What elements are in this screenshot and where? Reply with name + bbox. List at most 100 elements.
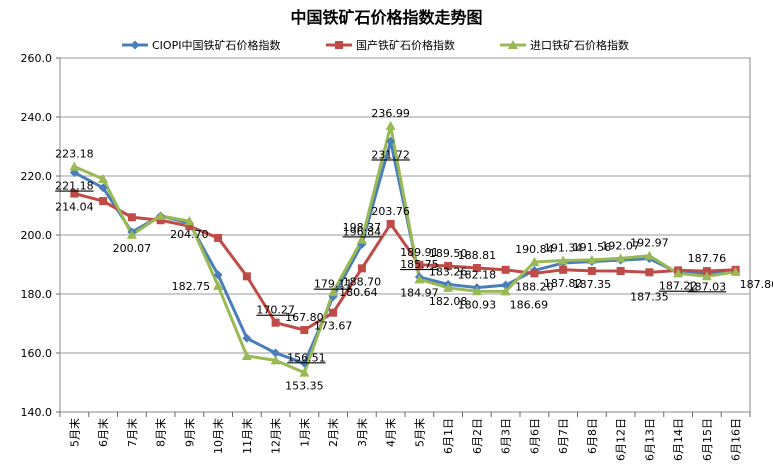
data-label: 203.76 bbox=[371, 205, 410, 218]
data-label: 187.35 bbox=[630, 290, 669, 303]
point-marker bbox=[70, 189, 79, 198]
point-marker bbox=[328, 287, 339, 297]
point-marker bbox=[300, 325, 309, 334]
data-label: 183.26 bbox=[429, 265, 468, 278]
x-tick-label: 12月末 bbox=[269, 418, 283, 454]
x-tick-label: 5月末 bbox=[67, 418, 81, 447]
point-marker bbox=[98, 173, 109, 183]
x-tick-label: 6月14日 bbox=[672, 418, 685, 461]
point-marker bbox=[443, 282, 454, 292]
point-marker bbox=[701, 271, 712, 281]
point-marker bbox=[586, 254, 597, 264]
legend-label: CIOPI中国铁矿石价格指数 bbox=[152, 38, 280, 52]
point-marker bbox=[299, 358, 309, 368]
legend-label: 进口铁矿石价格指数 bbox=[530, 38, 629, 52]
point-marker bbox=[184, 216, 195, 226]
x-tick-label: 6月3日 bbox=[500, 418, 513, 454]
data-label: 192.97 bbox=[630, 237, 669, 250]
x-tick-label: 6月末 bbox=[96, 418, 110, 447]
point-marker bbox=[357, 264, 366, 273]
data-label: 153.35 bbox=[285, 380, 324, 393]
x-tick-label: 9月末 bbox=[182, 418, 196, 447]
data-label: 167.80 bbox=[285, 311, 324, 324]
x-tick-label: 6月7日 bbox=[557, 418, 570, 454]
point-marker bbox=[616, 266, 625, 275]
series-line bbox=[73, 124, 736, 375]
point-marker bbox=[472, 264, 481, 273]
y-tick-label: 200.0 bbox=[21, 229, 53, 242]
data-label: 182.08 bbox=[429, 295, 468, 308]
point-marker bbox=[156, 216, 165, 225]
point-marker bbox=[501, 280, 511, 290]
data-label: 187.03 bbox=[688, 280, 727, 293]
point-marker bbox=[270, 355, 281, 365]
data-label: 185.75 bbox=[400, 258, 439, 271]
point-marker bbox=[559, 265, 568, 274]
point-marker bbox=[155, 210, 166, 220]
point-marker bbox=[730, 266, 741, 276]
point-marker bbox=[500, 286, 511, 296]
data-label: 191.56 bbox=[573, 241, 612, 254]
point-marker bbox=[444, 261, 453, 270]
point-marker bbox=[213, 280, 224, 290]
data-label: 231.72 bbox=[371, 148, 410, 161]
point-marker bbox=[126, 229, 137, 239]
series-line bbox=[73, 192, 736, 332]
x-tick-label: 6月2日 bbox=[471, 418, 484, 454]
data-label: 187.86 bbox=[740, 278, 773, 291]
point-marker bbox=[99, 197, 108, 206]
y-tick-label: 180.0 bbox=[21, 288, 53, 301]
x-tick-label: 2月末 bbox=[326, 418, 340, 447]
x-tick-label: 10月末 bbox=[211, 418, 225, 454]
data-label: 170.27 bbox=[256, 304, 295, 317]
data-label: 196.84 bbox=[343, 225, 382, 238]
data-label: 187.76 bbox=[688, 252, 727, 265]
data-label: 188.70 bbox=[343, 275, 382, 288]
x-tick-label: 11月末 bbox=[240, 418, 254, 454]
point-marker bbox=[702, 267, 711, 276]
data-label: 190.84 bbox=[515, 243, 554, 256]
x-tick-label: 6月13日 bbox=[643, 418, 656, 461]
data-label: 182.75 bbox=[172, 280, 211, 293]
data-label: 223.18 bbox=[55, 148, 94, 161]
x-tick-label: 7月末 bbox=[125, 418, 139, 447]
y-tick-label: 240.0 bbox=[21, 111, 53, 124]
data-label: 187.82 bbox=[544, 277, 583, 290]
point-marker bbox=[615, 253, 626, 263]
y-tick-label: 160.0 bbox=[21, 347, 53, 360]
point-marker bbox=[213, 270, 223, 280]
point-marker bbox=[386, 136, 396, 146]
x-tick-label: 6月1日 bbox=[442, 418, 455, 454]
point-marker bbox=[415, 260, 424, 269]
point-marker bbox=[242, 272, 251, 281]
legend-label: 国产铁矿石价格指数 bbox=[356, 38, 455, 52]
x-tick-label: 5月末 bbox=[412, 418, 426, 447]
data-label: 192.07 bbox=[601, 239, 640, 252]
x-tick-label: 6月15日 bbox=[701, 418, 714, 461]
x-tick-label: 6月16日 bbox=[730, 418, 743, 461]
data-label: 204.70 bbox=[170, 228, 209, 241]
point-marker bbox=[271, 348, 281, 358]
x-tick-label: 6月6日 bbox=[528, 418, 541, 454]
data-label: 200.07 bbox=[113, 242, 152, 255]
x-tick-label: 8月末 bbox=[154, 418, 168, 447]
point-marker bbox=[414, 274, 425, 284]
data-label: 198.37 bbox=[343, 221, 382, 234]
data-label: 179.11 bbox=[314, 278, 353, 291]
data-label: 189.91 bbox=[400, 246, 439, 259]
data-label: 188.20 bbox=[515, 280, 554, 293]
point-marker bbox=[385, 120, 396, 130]
data-label: 221.18 bbox=[55, 180, 94, 193]
point-marker bbox=[299, 367, 310, 377]
point-marker bbox=[214, 233, 223, 242]
y-tick-label: 140.0 bbox=[21, 406, 53, 419]
point-marker bbox=[69, 161, 80, 171]
data-label: 188.81 bbox=[458, 249, 497, 262]
point-marker bbox=[127, 213, 136, 222]
point-marker bbox=[530, 269, 539, 278]
x-tick-label: 4月末 bbox=[384, 418, 398, 447]
data-label: 214.04 bbox=[55, 201, 94, 214]
data-label: 191.34 bbox=[544, 242, 583, 255]
data-label: 180.64 bbox=[339, 286, 378, 299]
point-marker bbox=[386, 219, 395, 228]
